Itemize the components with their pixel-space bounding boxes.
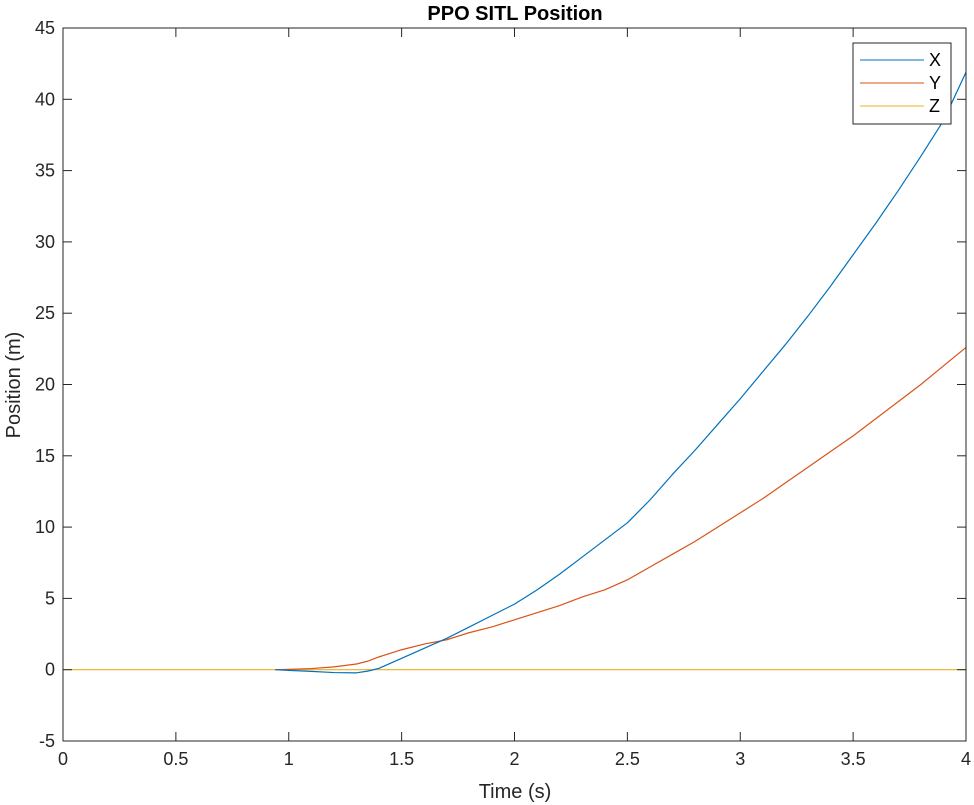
x-tick-label: 3.5: [841, 749, 866, 769]
y-tick-label: 20: [35, 375, 55, 395]
y-tick-label: 30: [35, 232, 55, 252]
y-tick-label: 15: [35, 446, 55, 466]
x-tick-label: 1: [284, 749, 294, 769]
x-tick-label: 2: [509, 749, 519, 769]
series-layer: [63, 71, 967, 674]
legend-label-x: X: [929, 50, 941, 70]
plot-area: [63, 28, 966, 741]
legend-label-y: Y: [929, 73, 941, 93]
y-tick-label: 45: [35, 18, 55, 38]
y-tick-label: -5: [39, 731, 55, 751]
y-tick-label: 35: [35, 161, 55, 181]
x-tick-label: 4: [961, 749, 971, 769]
y-tick-label: 0: [45, 660, 55, 680]
y-tick-label: 10: [35, 517, 55, 537]
x-tick-label: 3: [735, 749, 745, 769]
x-tick-label: 0.5: [163, 749, 188, 769]
y-tick-label: 5: [45, 588, 55, 608]
x-tick-label: 1.5: [389, 749, 414, 769]
legend: X Y Z: [852, 42, 952, 125]
y-axis-label: Position (m): [3, 332, 25, 439]
x-axis-ticks: 0 0.5 1 1.5 2 2.5 3 3.5 4: [58, 28, 971, 769]
y-axis-ticks: -5 0 5 10 15 20 25 30 35 40 45: [35, 18, 966, 751]
legend-label-z: Z: [929, 96, 940, 116]
x-tick-label: 2.5: [615, 749, 640, 769]
series-line-y: [275, 346, 967, 671]
y-tick-label: 25: [35, 303, 55, 323]
series-line-x: [275, 71, 967, 674]
chart-title: PPO SITL Position: [427, 3, 602, 25]
x-axis-label: Time (s): [479, 781, 552, 803]
y-tick-label: 40: [35, 89, 55, 109]
x-tick-label: 0: [58, 749, 68, 769]
